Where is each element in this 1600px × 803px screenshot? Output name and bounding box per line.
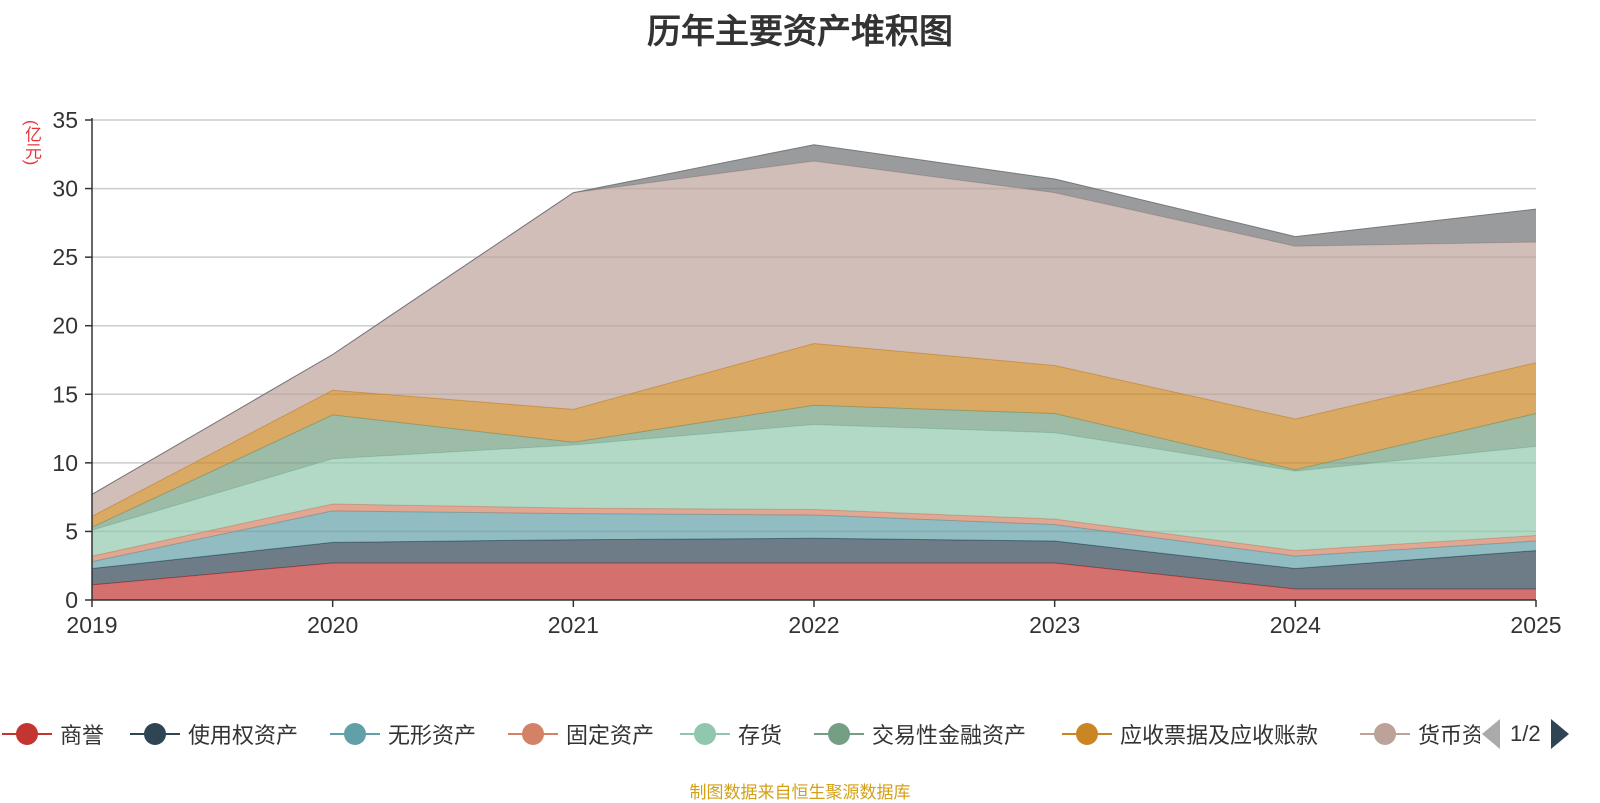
x-tick-label: 2020 — [307, 612, 358, 638]
area-series-0[interactable] — [92, 563, 1536, 600]
x-tick-label: 2025 — [1510, 612, 1561, 638]
legend-label: 商誉 — [60, 723, 105, 748]
y-tick-label: 25 — [52, 244, 78, 270]
legend-swatch-icon — [1062, 722, 1112, 746]
legend-swatch-icon — [130, 722, 180, 746]
legend-pager: 1/2 — [1482, 716, 1569, 752]
legend-label: 应收票据及应收账款 — [1120, 723, 1319, 748]
legend-item[interactable]: 存货 — [680, 716, 782, 752]
legend-label: 使用权资产 — [188, 723, 299, 748]
legend-item[interactable]: 应收票据及应收账款 — [1062, 716, 1318, 752]
legend-next-page-icon[interactable] — [1550, 719, 1569, 749]
legend-swatch-icon — [508, 722, 558, 746]
legend-item[interactable]: 无形资产 — [330, 716, 476, 752]
x-tick-label: 2021 — [548, 612, 599, 638]
legend-swatch-icon — [1360, 722, 1410, 746]
y-tick-label: 10 — [52, 450, 78, 476]
area-series-1[interactable] — [92, 538, 1536, 589]
legend-items: 商誉 使用权资产 无形资产 固定资产 存货 交易性金融资产 应收票据及应收账款 货币资 — [0, 716, 1480, 752]
area-series-line-8 — [91, 144, 1537, 495]
legend-page-indicator: 1/2 — [1510, 721, 1541, 746]
y-axis-unit-label: (亿元) — [22, 120, 41, 166]
x-tick-label: 2022 — [788, 612, 839, 638]
legend-item[interactable]: 货币资 — [1360, 716, 1480, 752]
legend-item[interactable]: 商誉 — [2, 716, 104, 752]
legend-prev-page-icon[interactable] — [1482, 719, 1500, 749]
area-series-7[interactable] — [92, 161, 1536, 517]
y-tick-label: 30 — [52, 176, 78, 202]
legend-swatch-icon — [814, 722, 864, 746]
legend-label: 存货 — [738, 723, 783, 748]
legend-label: 无形资产 — [388, 723, 477, 748]
y-tick-label: 20 — [52, 313, 78, 339]
data-source-note: 制图数据来自恒生聚源数据库 — [689, 783, 911, 802]
area-series-6[interactable] — [92, 343, 1536, 528]
y-tick-label: 15 — [52, 381, 78, 407]
area-series-4[interactable] — [92, 424, 1536, 557]
y-tick-label: 5 — [65, 518, 78, 544]
area-series-5[interactable] — [92, 405, 1536, 531]
chart-title: 历年主要资产堆积图 — [647, 13, 953, 51]
area-series — [91, 144, 1537, 600]
legend-label: 交易性金融资产 — [872, 723, 1027, 748]
y-tick-label: 0 — [65, 587, 78, 613]
legend: 商誉 使用权资产 无形资产 固定资产 存货 交易性金融资产 应收票据及应收账款 货币资 — [0, 716, 1600, 752]
y-tick-label: 35 — [52, 107, 78, 133]
legend-label: 固定资产 — [566, 723, 655, 748]
legend-item[interactable]: 交易性金融资产 — [814, 716, 1026, 752]
legend-label: 货币资 — [1418, 723, 1480, 748]
x-tick-label: 2024 — [1270, 612, 1321, 638]
legend-swatch-icon — [330, 722, 380, 746]
area-series-2[interactable] — [92, 510, 1536, 569]
legend-swatch-icon — [2, 722, 52, 746]
legend-item[interactable]: 使用权资产 — [130, 716, 298, 752]
legend-swatch-icon — [680, 722, 730, 746]
x-tick-label: 2023 — [1029, 612, 1080, 638]
legend-item[interactable]: 固定资产 — [508, 716, 654, 752]
x-tick-label: 2019 — [66, 612, 117, 638]
